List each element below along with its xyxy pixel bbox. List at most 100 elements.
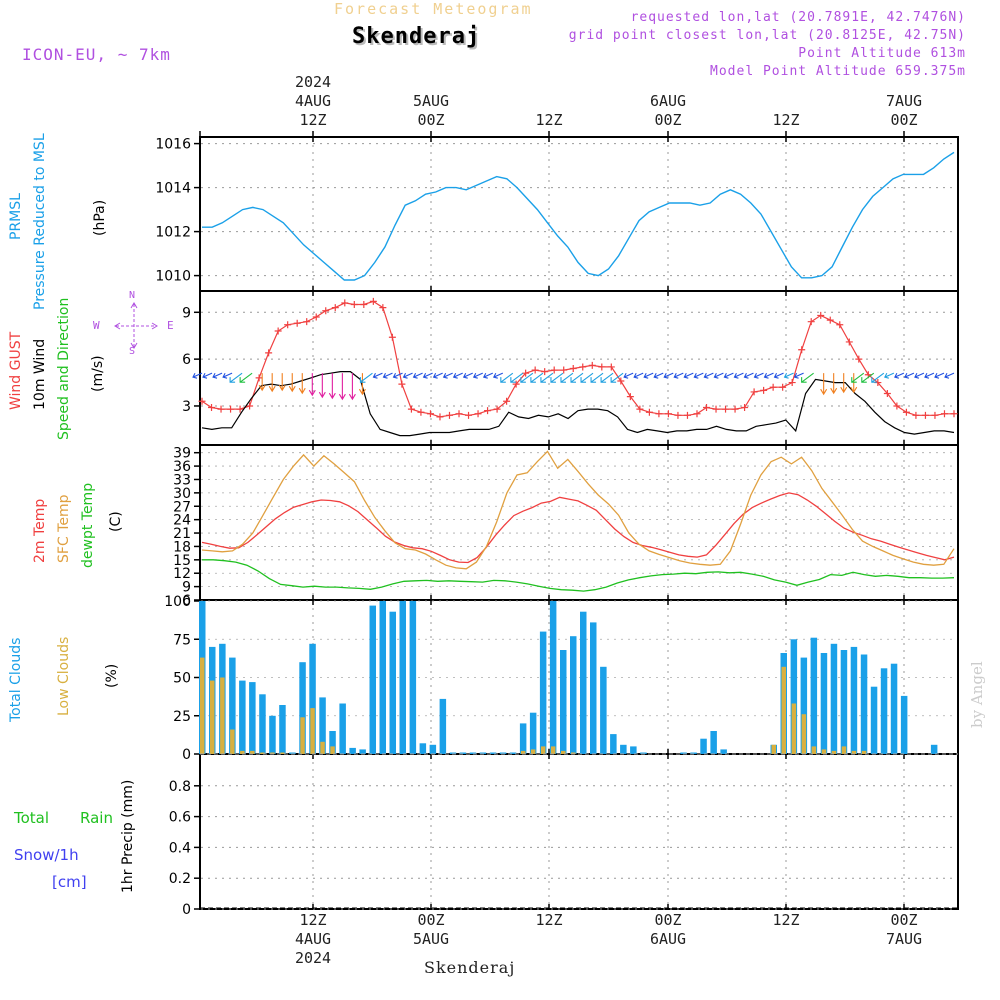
top-time-label-4: 12Z [756,74,816,131]
total-cloud-bar-14 [339,703,346,754]
total-cloud-bar-21 [409,601,417,754]
low-cloud-bar-64 [841,746,847,754]
low-cloud-bar-37 [571,752,576,754]
wind-arrow-54 [733,372,744,379]
wind-arrow-25 [442,372,453,379]
gust-marker-73 [893,402,901,410]
ytick-label-2-0: 6 [182,593,191,609]
total-cloud-bar-11 [309,643,316,754]
gust-marker-18 [369,297,377,305]
gust-marker-2 [217,405,225,413]
gust-marker-61 [779,383,787,391]
wind-arrow-47 [663,372,674,379]
gust-marker-17 [360,300,368,308]
wind-arrow-49 [683,372,694,379]
gust-marker-37 [550,366,558,374]
total-cloud-bar-4 [239,680,246,754]
low-cloud-bar-4 [240,750,245,754]
gust-marker-57 [741,404,749,412]
total-cloud-bar-7 [269,715,276,755]
gust-marker-51 [683,411,691,419]
gust-marker-40 [579,363,587,371]
gust-marker-49 [664,410,672,418]
total-cloud-bar-40 [600,666,607,754]
total-cloud-bar-6 [259,694,266,754]
total-cloud-bar-25 [449,752,457,754]
total-cloud-bar-66 [860,654,868,754]
total-cloud-bar-44 [640,752,647,754]
total-cloud-bar-22 [419,743,427,754]
wind-arrow-71 [904,372,915,379]
low-cloud-bar-66 [861,750,867,754]
top-time-label-1-line3: 00Z [417,111,445,129]
top-time-label-3-line2: 6AUG [649,92,687,110]
low-cloud-bar-1 [210,680,215,754]
gust-marker-55 [722,405,730,413]
temp-2m-line [201,492,955,564]
wind-arrow-3 [222,372,233,379]
ytick-label-2-3: 15 [173,553,191,569]
wind-arrow-29 [482,372,493,379]
wind-arrow-23 [422,372,433,379]
low-cloud-bar-5 [250,750,255,754]
gust-marker-16 [350,300,358,308]
total-cloud-bar-13 [329,731,336,754]
panel-frame-4 [199,753,959,910]
total-cloud-bar-36 [560,650,567,754]
compass-e: E [167,319,174,332]
gust-marker-59 [760,386,768,394]
total-cloud-bar-28 [479,752,487,754]
wind-arrow-31 [500,372,514,383]
bot-time-label-1: 00Z 5AUG [401,912,461,969]
footer-location: Skenderaj [424,958,516,977]
wind-arrow-13 [328,373,336,400]
wind-arrow-43 [623,372,634,379]
gust-marker-14 [331,304,339,312]
label-snow-unit: [cm] [52,873,87,891]
gust-marker-15 [341,299,349,307]
wind-arrow-2 [212,372,223,379]
bot-time-label-0: 12Z 4AUG 2024 [283,912,343,969]
wind-arrow-33 [520,372,534,383]
requested-coordinates: requested lon,lat (20.7891E, 42.7476N) [630,10,966,25]
ytick-label-2-4: 18 [173,539,191,555]
wind-arrow-35 [540,372,554,383]
wind-arrow-58 [773,372,784,379]
total-cloud-bar-27 [469,752,477,754]
wind-arrow-1 [202,372,213,379]
bot-time-label-4: 12Z [756,912,816,969]
bot-time-label-0-line1: 12Z [299,911,327,929]
top-time-label-1-line2: 5AUG [412,92,450,110]
wind-arrow-24 [432,372,443,379]
low-cloud-bar-62 [821,749,827,754]
wind-arrow-40 [590,372,604,383]
low-cloud-bar-11 [310,708,315,754]
total-cloud-bar-12 [319,697,326,754]
wind-arrow-66 [851,372,865,383]
gust-marker-24 [426,410,434,418]
gust-marker-28 [465,411,473,419]
ytick-label-2-8: 30 [173,486,191,502]
wind-arrow-39 [580,372,594,383]
ytick-label-3-0: 0 [182,747,191,763]
gust-marker-64 [807,318,815,326]
wind-arrow-67 [861,372,875,383]
model-point-altitude: Model Point Altitude 659.375m [710,64,966,79]
low-cloud-bar-8 [280,752,285,754]
gust-marker-34 [522,369,530,377]
total-cloud-bar-38 [580,611,587,754]
low-cloud-bar-65 [851,750,857,754]
total-cloud-bar-73 [930,744,938,754]
gust-marker-35 [531,366,539,374]
wind-arrow-30 [493,372,504,379]
wind-arrow-44 [633,372,644,379]
bot-time-label-1-line2: 5AUG [412,930,450,948]
gust-marker-52 [693,410,701,418]
gust-marker-11 [303,318,311,326]
gust-marker-33 [512,380,520,388]
bot-time-label-0-line3: 2024 [294,949,332,967]
model-label: ICON-EU, ~ 7km [22,45,171,64]
wind-arrow-68 [871,372,885,383]
wind-arrow-9 [288,373,296,393]
